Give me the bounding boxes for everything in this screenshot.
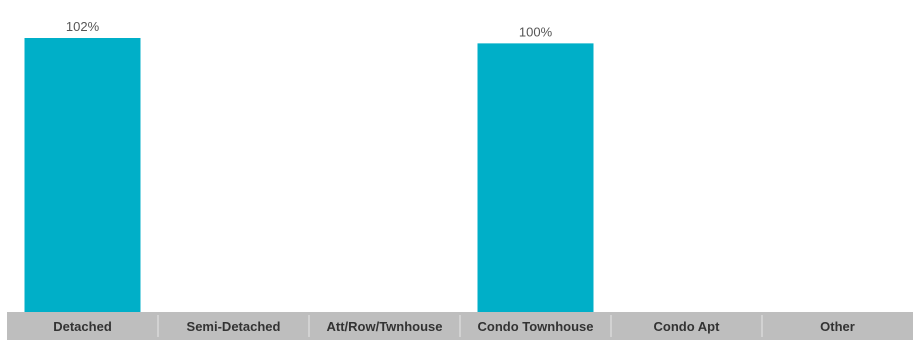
category-label: Condo Townhouse (477, 319, 593, 334)
category-label: Other (820, 319, 855, 334)
value-labels-group: 102% 100% (66, 19, 553, 39)
axis-separators (157, 315, 763, 337)
category-label: Att/Row/Twnhouse (326, 319, 442, 334)
category-label: Detached (53, 319, 112, 334)
category-labels: Detached Semi-Detached Att/Row/Twnhouse Con… (53, 319, 855, 334)
category-label: Semi-Detached (187, 319, 281, 334)
bar-condo-townhouse (477, 43, 594, 312)
data-label: 102% (66, 19, 100, 34)
data-label: 100% (519, 24, 553, 39)
category-label: Condo Apt (654, 319, 721, 334)
bar-detached (24, 38, 141, 312)
bars-group (24, 38, 594, 312)
